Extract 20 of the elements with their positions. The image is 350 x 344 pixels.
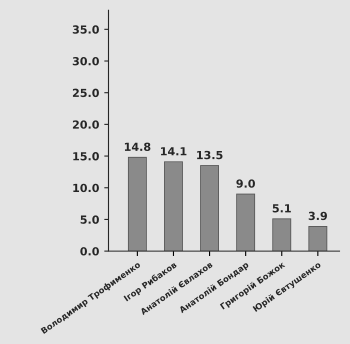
data-label: 13.5	[197, 150, 222, 160]
bar	[200, 165, 220, 252]
bar	[236, 194, 256, 252]
y-tick-label: 0.0	[80, 247, 99, 256]
bar	[308, 226, 328, 252]
y-tick-label: 20.0	[72, 120, 99, 129]
y-tick-label: 30.0	[72, 56, 99, 66]
data-label: 9.0	[236, 179, 255, 188]
y-tick-label: 25.0	[72, 88, 99, 98]
data-label: 5.1	[272, 204, 291, 212]
data-label: 3.9	[308, 212, 327, 220]
bar	[164, 161, 183, 252]
data-label: 14.8	[124, 142, 150, 152]
bar	[272, 218, 292, 252]
bar	[128, 156, 147, 252]
y-tick-label: 35.0	[72, 25, 99, 34]
y-tick-label: 15.0	[73, 152, 99, 160]
data-label: 14.1	[161, 147, 186, 156]
y-tick-label: 5.0	[80, 215, 99, 224]
y-tick-label: 10.0	[73, 184, 99, 192]
